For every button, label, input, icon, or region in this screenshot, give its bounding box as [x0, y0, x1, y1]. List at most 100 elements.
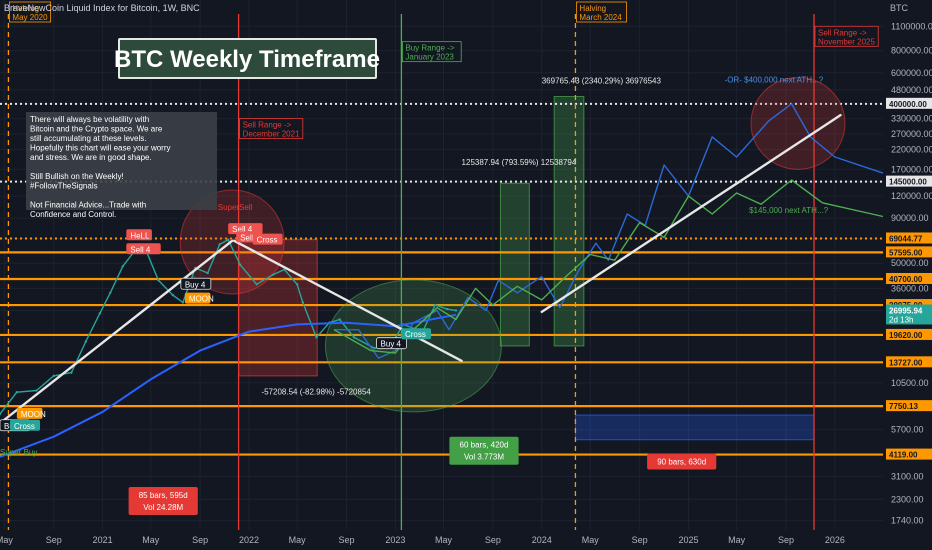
range-box: [553, 96, 585, 347]
series-line-projection: [334, 103, 884, 359]
price-axis-panel: [883, 0, 932, 530]
price-point: [0, 412, 2, 416]
chart-annotation: -OR- $400,000 next ATH...?: [725, 75, 824, 84]
range-flag: [9, 1, 52, 23]
signal-tag-label: MOON: [21, 410, 46, 419]
info-box-label: 85 bars, 595d: [139, 491, 188, 500]
trend-lines: [0, 113, 842, 425]
range-flag-label: Buy Range ->: [405, 44, 454, 53]
series-line-projection: [333, 179, 884, 354]
price-point: [70, 371, 73, 374]
price-label-sub: 2d 13h: [889, 315, 913, 324]
signal-tag-label: Cross: [14, 422, 35, 431]
price-axis[interactable]: 1100000.00 800000.00 600000.00 480000.00 400…: [886, 21, 932, 526]
signal-tag: [252, 233, 283, 245]
signal-tag: [126, 229, 152, 241]
info-box-label: Vol 3.773M: [464, 453, 504, 462]
price-tick: 480000.00: [891, 85, 932, 95]
price-tick: 90000.00: [891, 213, 929, 223]
chart-annotation: 369765.43 (2340.29%) 36976543: [542, 77, 662, 86]
info-box: [647, 453, 717, 470]
signal-tag-label: Cross: [257, 236, 278, 245]
time-tick: May: [582, 535, 600, 545]
price-label: [886, 273, 932, 285]
price-label: [886, 448, 932, 460]
time-tick: 2023: [385, 535, 405, 545]
series-line-moving-average: [0, 313, 457, 458]
signal-tag: [126, 243, 161, 255]
price-point: [445, 307, 449, 311]
note-line: still accumulating at these levels.: [30, 134, 147, 143]
price-tick: 1740.00: [891, 516, 924, 526]
time-tick: Sep: [778, 535, 794, 545]
time-tick: 2021: [93, 535, 113, 545]
price-point: [121, 265, 124, 268]
signal-tag-label: Buy 4: [185, 280, 206, 289]
price-label-text: 57595.00: [889, 248, 923, 257]
time-tick: May: [435, 535, 453, 545]
price-label-text: 13727.00: [889, 358, 923, 367]
time-axis[interactable]: May Sep 2021 May Sep 2022 May Sep 2023 May Sep 2024…: [0, 535, 845, 545]
time-tick: May: [0, 535, 13, 545]
price-point: [238, 263, 242, 266]
event-lines: [7, 14, 815, 530]
range-box: [499, 182, 530, 347]
price-label-text: 145000.00: [889, 178, 927, 187]
price-label-text: 7750.13: [889, 402, 918, 411]
price-tick: 50000.00: [891, 258, 929, 268]
price-label-text: 4119.00: [889, 451, 918, 460]
price-label: [886, 175, 932, 187]
range-flag: [402, 41, 462, 63]
price-point: [295, 283, 299, 286]
price-tick: 3100.00: [891, 471, 924, 481]
price-label-text: 19620.00: [889, 331, 923, 340]
note-box: There will always be volatility with Bitc…: [26, 112, 217, 219]
price-point: [218, 243, 221, 246]
price-point: [52, 374, 55, 378]
price-label: [886, 328, 932, 340]
trend-line: [232, 239, 463, 363]
time-tick: Sep: [46, 535, 62, 545]
price-label-text: 26995.94: [889, 306, 923, 315]
signal-tag-label: Sell 4: [130, 245, 151, 254]
signal-tag: [228, 223, 263, 235]
title-text: BTC Weekly Timeframe: [114, 46, 380, 73]
range-flag: [576, 1, 627, 23]
time-tick: May: [142, 535, 160, 545]
price-point: [35, 389, 38, 392]
price-tick: 330000.00: [891, 114, 932, 124]
price-tick: 220000.00: [891, 145, 932, 155]
price-point: [181, 301, 185, 304]
time-axis-panel: [0, 530, 932, 550]
price-label-text: 69044.77: [889, 234, 923, 243]
price-tick: 270000.00: [891, 129, 932, 139]
currency-label: BTC: [890, 3, 909, 13]
price-label: [886, 356, 932, 368]
range-flag-label: May 2020: [12, 13, 48, 22]
symbol-line: BraveNewCoin Liquid Index for Bitcoin, 1…: [4, 3, 200, 13]
time-tick: May: [289, 535, 307, 545]
price-point: [84, 340, 88, 343]
signal-tag: [184, 292, 211, 304]
price-label: [886, 232, 932, 244]
signal-tag: [400, 328, 431, 340]
price-point: [171, 293, 175, 297]
time-tick: Sep: [485, 535, 501, 545]
price-point: [15, 390, 19, 394]
info-boxes: 85 bars, 595d Vol 24.28M 60 bars, 420d Vol …: [128, 436, 717, 515]
time-tick: 2022: [239, 535, 259, 545]
range-flag: [814, 25, 879, 47]
price-label-text: 40700.00: [889, 275, 923, 284]
note-line: Confidence and Control.: [30, 210, 116, 219]
chart-annotation: -57208.54 (-82.98%) -5720854: [261, 388, 371, 397]
range-flag-label: Sell Range ->: [818, 28, 867, 37]
range-box: [574, 414, 815, 441]
chart-annotation: SuperSell: [218, 203, 253, 212]
note-line: and stress. We are in good shape.: [30, 153, 152, 162]
level-lines: [0, 102, 883, 456]
price-point: [206, 271, 209, 275]
trend-line: [540, 113, 842, 314]
signal-tag-label: Sell: [240, 233, 254, 242]
info-box: [128, 486, 198, 515]
